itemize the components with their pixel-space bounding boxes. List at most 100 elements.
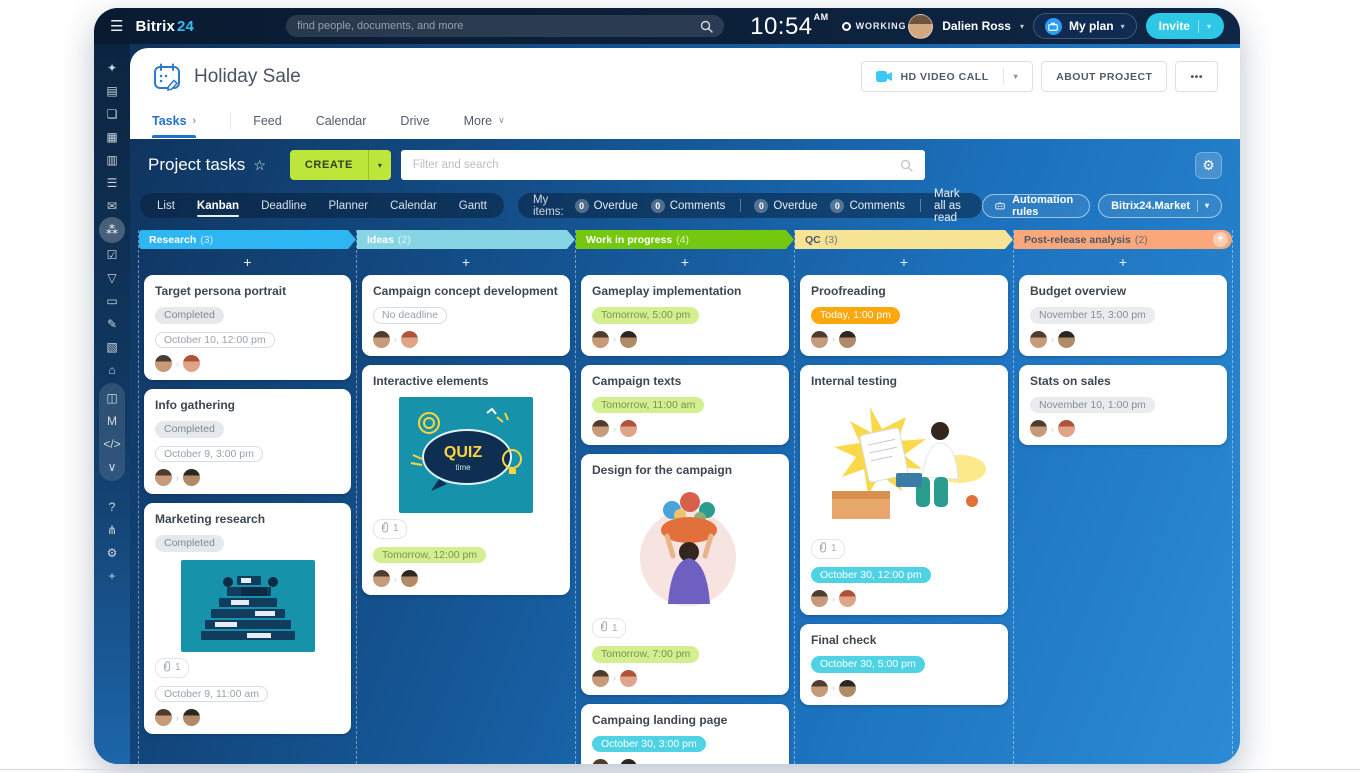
column-header[interactable]: Research (3): [139, 230, 356, 249]
assignee-avatar[interactable]: [183, 709, 200, 726]
assignee-avatar[interactable]: [1030, 420, 1047, 437]
user-name[interactable]: Dalien Ross: [942, 19, 1011, 33]
assignee-avatar[interactable]: [1030, 330, 1047, 348]
assignee-avatar[interactable]: [811, 330, 828, 348]
sidebar-item-market[interactable]: ⌂: [99, 358, 125, 381]
assignee-avatar[interactable]: [1058, 420, 1075, 437]
assignee-avatar[interactable]: [592, 759, 609, 764]
favorite-star-icon[interactable]: ☆: [253, 156, 266, 173]
video-call-caret-icon[interactable]: ▾: [1013, 72, 1019, 81]
add-task-button[interactable]: +: [243, 254, 252, 270]
sidebar-item-workgroups[interactable]: ⁂: [99, 217, 125, 243]
task-card[interactable]: Target persona portrait Completed October …: [144, 275, 351, 380]
assignee-avatar[interactable]: [839, 330, 856, 348]
assignee-avatar[interactable]: [183, 355, 200, 372]
assignee-avatar[interactable]: [373, 570, 390, 587]
assignee-avatar[interactable]: [183, 469, 200, 486]
global-search[interactable]: [286, 15, 725, 37]
more-actions-button[interactable]: •••: [1175, 61, 1218, 92]
view-tab-deadline[interactable]: Deadline: [261, 199, 307, 212]
sidebar-item-copilot[interactable]: ✦: [99, 56, 125, 79]
deadline-badge[interactable]: Tomorrow, 12:00 pm: [373, 546, 487, 563]
sidebar-item-add[interactable]: +: [99, 564, 125, 587]
deadline-badge[interactable]: November 15, 3:00 pm: [1030, 307, 1155, 324]
about-project-button[interactable]: ABOUT PROJECT: [1041, 61, 1168, 92]
sidebar-item-crm[interactable]: ▽: [99, 266, 125, 289]
sidebar-item-drive[interactable]: ☰: [99, 171, 125, 194]
task-card[interactable]: Gameplay implementation Tomorrow, 5:00 pm…: [581, 275, 789, 356]
add-task-button[interactable]: +: [1118, 254, 1128, 270]
task-card[interactable]: Final check October 30, 5:00 pm ›: [800, 624, 1008, 705]
task-card[interactable]: Internal testing 1 October 30, 12:00 pm ›: [800, 364, 1008, 615]
assignee-avatar[interactable]: [401, 570, 418, 587]
deadline-badge[interactable]: Tomorrow, 11:00 am: [592, 396, 705, 413]
filter-search[interactable]: [400, 150, 925, 180]
deadline-badge[interactable]: Today, 1:00 pm: [811, 307, 901, 324]
task-card[interactable]: Stats on sales November 10, 1:00 pm ›: [1019, 364, 1227, 445]
filter-search-input[interactable]: [412, 159, 900, 171]
task-card[interactable]: Campaign texts Tomorrow, 11:00 am ›: [581, 364, 789, 445]
task-card[interactable]: Campaing landing page October 30, 3:00 pm…: [581, 703, 789, 764]
assignee-avatar[interactable]: [373, 330, 390, 348]
attachment-count[interactable]: 1: [592, 618, 626, 638]
tab-more[interactable]: More ∨: [464, 114, 505, 128]
user-caret-down-icon[interactable]: ▾: [1019, 21, 1024, 31]
hd-video-call-button[interactable]: HD VIDEO CALL ▾: [861, 61, 1034, 92]
deadline-badge[interactable]: Tomorrow, 7:00 pm: [592, 646, 700, 663]
user-avatar[interactable]: [908, 13, 934, 39]
task-card[interactable]: Info gathering Completed October 9, 3:00 p…: [144, 389, 351, 494]
deadline-badge[interactable]: No deadline: [373, 307, 448, 324]
view-tab-planner[interactable]: Planner: [328, 199, 369, 212]
assignee-avatar[interactable]: [592, 420, 609, 437]
sidebar-item-e-sign[interactable]: ✎: [99, 312, 125, 335]
column-header[interactable]: QC (3): [795, 230, 1013, 249]
global-search-input[interactable]: [297, 20, 701, 32]
deadline-badge[interactable]: November 10, 1:00 pm: [1030, 396, 1155, 413]
clock[interactable]: 10:54AM: [750, 13, 829, 39]
view-tab-kanban[interactable]: Kanban: [196, 199, 240, 217]
sidebar-item-contacts[interactable]: ▧: [99, 335, 125, 358]
deadline-badge[interactable]: October 9, 11:00 am: [155, 685, 268, 702]
view-tab-calendar[interactable]: Calendar: [390, 199, 437, 212]
task-card[interactable]: Design for the campaign 1 Tomorrow, 7:00 p…: [581, 454, 789, 695]
sidebar-item-video-calls[interactable]: ▦: [99, 125, 125, 148]
deadline-badge[interactable]: October 30, 5:00 pm: [811, 656, 925, 673]
attachment-count[interactable]: 1: [373, 518, 407, 539]
column-header[interactable]: Work in progress (4): [576, 230, 794, 249]
task-card[interactable]: Marketing research Completed 1 October 9, 1…: [144, 503, 351, 734]
assignee-avatar[interactable]: [1058, 330, 1075, 348]
assignee-avatar[interactable]: [839, 590, 856, 607]
sidebar-item-collapse[interactable]: ∨: [99, 455, 125, 478]
assignee-avatar[interactable]: [155, 355, 172, 372]
assignee-avatar[interactable]: [620, 420, 637, 437]
counter-overdue[interactable]: 0 Overdue: [574, 198, 638, 213]
view-tab-gantt[interactable]: Gantt: [458, 199, 487, 212]
work-status[interactable]: WORKING: [841, 21, 907, 31]
deadline-badge[interactable]: October 30, 12:00 pm: [811, 566, 931, 583]
invite-button[interactable]: Invite ▾: [1145, 13, 1224, 39]
assignee-avatar[interactable]: [811, 590, 828, 607]
add-task-button[interactable]: +: [461, 254, 471, 270]
assignee-avatar[interactable]: [620, 330, 637, 348]
tab-drive[interactable]: Drive: [400, 114, 429, 128]
my-plan-button[interactable]: My plan ▾: [1032, 13, 1137, 39]
assignee-avatar[interactable]: [620, 759, 637, 764]
deadline-badge[interactable]: October 30, 3:00 pm: [592, 735, 706, 752]
counter-comments[interactable]: 0 Comments: [830, 198, 905, 213]
create-caret-icon[interactable]: ▾: [367, 150, 391, 180]
deadline-badge[interactable]: Tomorrow, 5:00 pm: [592, 307, 700, 324]
assignee-avatar[interactable]: [401, 330, 418, 348]
assignee-avatar[interactable]: [155, 469, 172, 486]
assignee-avatar[interactable]: [592, 330, 609, 348]
add-task-button[interactable]: +: [680, 254, 690, 270]
sidebar-item-help[interactable]: ?: [99, 495, 125, 518]
assignee-avatar[interactable]: [839, 679, 856, 697]
board-settings-button[interactable]: ⚙: [1195, 151, 1222, 179]
mark-all-read-button[interactable]: Mark all as read: [934, 187, 961, 224]
automation-rules-button[interactable]: Automation rules: [982, 193, 1091, 218]
task-card[interactable]: Budget overview November 15, 3:00 pm ›: [1019, 275, 1227, 356]
market-caret-icon[interactable]: ▾: [1204, 201, 1209, 210]
sidebar-item-sites[interactable]: ▭: [99, 289, 125, 312]
deadline-badge[interactable]: October 9, 3:00 pm: [155, 445, 263, 462]
view-tab-list[interactable]: List: [157, 199, 175, 212]
